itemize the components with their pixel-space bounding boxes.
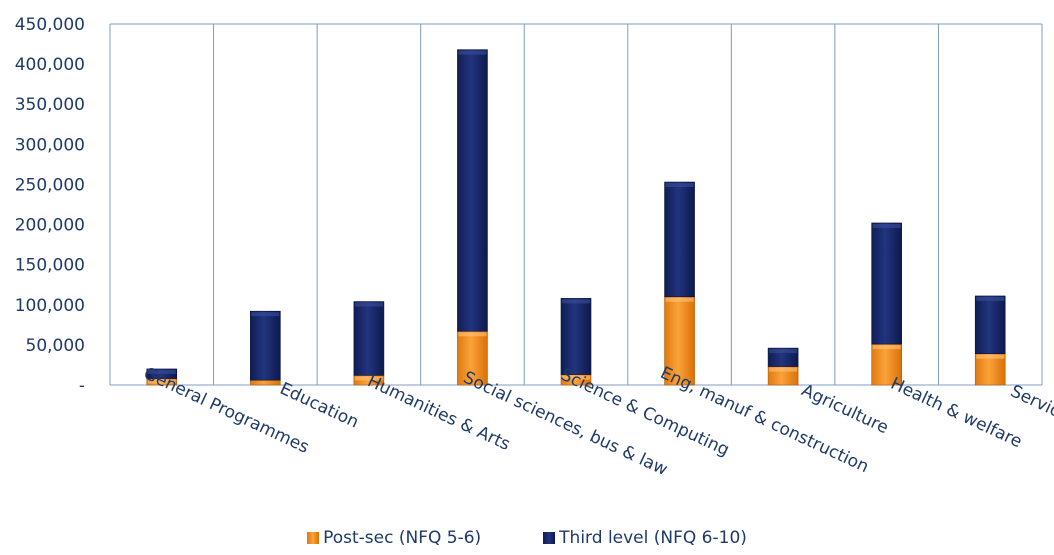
legend-item-post-sec: Post-sec (NFQ 5-6) bbox=[307, 526, 481, 550]
y-tick-label: 150,000 bbox=[15, 256, 85, 276]
stacked-bar-chart: - 50,000 100,000 150,000 200,000 250,000 300,0… bbox=[15, 15, 1054, 480]
x-tick-label: Agriculture bbox=[798, 381, 891, 439]
bar-bevel bbox=[458, 332, 487, 337]
bar-bevel bbox=[665, 297, 694, 302]
x-tick-label: Health & welfare bbox=[887, 374, 1025, 452]
x-tick-label: General Programmes bbox=[140, 364, 312, 458]
legend-swatch-post-sec bbox=[307, 532, 320, 544]
y-tick-label: 100,000 bbox=[15, 296, 85, 316]
bar-third-level bbox=[457, 49, 488, 332]
y-tick-label: 300,000 bbox=[15, 135, 85, 155]
bar-third-level bbox=[871, 222, 902, 345]
y-tick-label: 50,000 bbox=[26, 336, 85, 356]
legend-swatch-third-level bbox=[543, 532, 556, 544]
bar-bevel bbox=[147, 369, 176, 374]
bar-bevel bbox=[769, 349, 798, 354]
bar-third-level bbox=[664, 181, 695, 298]
bar-third-level bbox=[560, 298, 592, 375]
bar-bevel bbox=[562, 299, 590, 304]
bar-bevel bbox=[458, 50, 487, 55]
x-tick-label: Science & Computing bbox=[558, 365, 733, 461]
bar-bevel bbox=[872, 345, 901, 350]
bar-bevel bbox=[976, 296, 1005, 301]
x-tick-label: Services bbox=[1007, 381, 1054, 429]
bar-bevel bbox=[665, 183, 694, 188]
y-tick-label: 450,000 bbox=[15, 15, 85, 35]
x-tick-label: Education bbox=[277, 379, 362, 433]
y-tick-label: 250,000 bbox=[15, 175, 85, 195]
bar-third-level bbox=[353, 301, 385, 376]
y-tick-label: - bbox=[79, 376, 85, 396]
legend: Post-sec (NFQ 5-6) Third level (NFQ 6-10… bbox=[0, 526, 1054, 550]
legend-label-third-level: Third level (NFQ 6-10) bbox=[559, 528, 747, 548]
bar-third-level bbox=[974, 295, 1006, 355]
bar-bevel bbox=[872, 223, 901, 228]
legend-item-third-level: Third level (NFQ 6-10) bbox=[543, 526, 747, 550]
bar-bevel bbox=[769, 367, 798, 372]
bar-bevel bbox=[976, 354, 1005, 359]
legend-label-post-sec: Post-sec (NFQ 5-6) bbox=[323, 528, 482, 548]
bar-post-sec bbox=[974, 353, 1006, 386]
y-tick-label: 350,000 bbox=[15, 95, 85, 115]
bar-bevel bbox=[562, 375, 590, 380]
bar-post-sec bbox=[664, 296, 695, 386]
y-tick-label: 400,000 bbox=[15, 55, 85, 75]
bar-bevel bbox=[354, 376, 383, 381]
x-tick-label: Eng, manuf & construction bbox=[657, 363, 872, 477]
y-tick-label: 200,000 bbox=[15, 216, 85, 236]
bar-bevel bbox=[251, 312, 280, 317]
bar-bevel bbox=[354, 302, 383, 307]
bar-third-level bbox=[250, 310, 281, 381]
bar-bevel bbox=[147, 379, 176, 384]
bar-post-sec bbox=[871, 343, 902, 386]
bar-post-sec bbox=[250, 379, 281, 386]
